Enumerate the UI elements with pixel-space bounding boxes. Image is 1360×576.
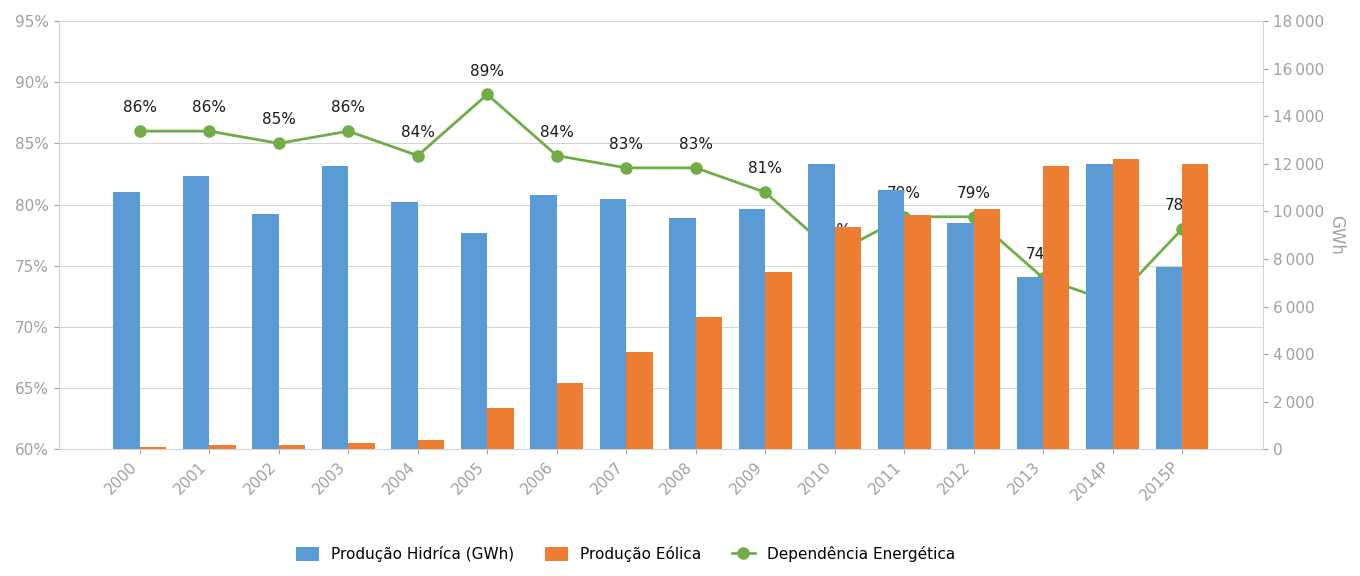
Bar [904, 215, 930, 449]
Dependência Energética [688, 164, 704, 171]
Bar [184, 176, 209, 449]
Bar [487, 408, 514, 449]
Bar [1017, 277, 1043, 449]
Text: 86%: 86% [332, 100, 366, 115]
Text: 81%: 81% [748, 161, 782, 176]
Y-axis label: GWh: GWh [1327, 215, 1345, 255]
Dependência Energética [132, 128, 148, 135]
Dependência Energética [548, 152, 564, 159]
Text: 84%: 84% [540, 124, 574, 140]
Bar [392, 202, 418, 449]
Bar [835, 227, 861, 449]
Dependência Energética [758, 189, 774, 196]
Bar [209, 445, 235, 449]
Text: 85%: 85% [262, 112, 295, 127]
Bar [113, 192, 140, 449]
Bar [1156, 267, 1182, 449]
Dependência Energética [201, 128, 218, 135]
Dependência Energética [617, 164, 634, 171]
Bar [626, 352, 653, 449]
Text: 83%: 83% [679, 137, 713, 152]
Bar [322, 166, 348, 449]
Dependência Energética [827, 250, 843, 257]
Bar [279, 445, 305, 449]
Dependência Energética [896, 213, 913, 220]
Dependência Energética [1104, 299, 1121, 306]
Dependência Energética [1035, 275, 1051, 282]
Bar [974, 209, 1000, 449]
Bar [1043, 166, 1069, 449]
Bar [669, 218, 696, 449]
Bar [947, 223, 974, 449]
Text: 89%: 89% [471, 63, 505, 78]
Text: 79%: 79% [887, 186, 921, 201]
Bar [530, 195, 556, 449]
Legend: Produção Hidríca (GWh), Produção Eólica, Dependência Energética: Produção Hidríca (GWh), Produção Eólica,… [290, 540, 962, 569]
Bar [1182, 164, 1209, 449]
Dependência Energética [1174, 226, 1190, 233]
Dependência Energética [966, 213, 982, 220]
Dependência Energética [340, 128, 356, 135]
Bar [253, 214, 279, 449]
Bar [461, 233, 487, 449]
Dependência Energética [409, 152, 426, 159]
Bar [348, 443, 375, 449]
Bar [808, 164, 835, 449]
Text: 79%: 79% [956, 186, 990, 201]
Bar [556, 382, 583, 449]
Text: 78%: 78% [1166, 198, 1200, 213]
Dependência Energética [479, 91, 495, 98]
Text: 83%: 83% [609, 137, 643, 152]
Bar [1112, 159, 1138, 449]
Bar [738, 209, 766, 449]
Line: Dependência Energética: Dependência Energética [135, 89, 1187, 308]
Text: 76%: 76% [817, 222, 851, 238]
Text: 86%: 86% [192, 100, 226, 115]
Text: 72%: 72% [1096, 271, 1130, 286]
Dependência Energética [271, 140, 287, 147]
Bar [140, 447, 166, 449]
Text: 84%: 84% [401, 124, 435, 140]
Bar [600, 199, 626, 449]
Text: 86%: 86% [122, 100, 156, 115]
Bar [766, 272, 792, 449]
Bar [1087, 164, 1112, 449]
Bar [877, 190, 904, 449]
Text: 74%: 74% [1027, 247, 1059, 262]
Bar [418, 440, 445, 449]
Bar [696, 317, 722, 449]
